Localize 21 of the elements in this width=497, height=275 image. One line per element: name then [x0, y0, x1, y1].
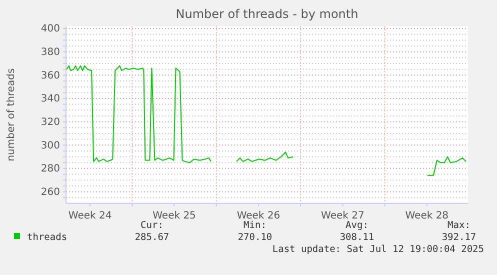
y-tick-label: 360	[40, 70, 60, 82]
x-tick-label: Week 28	[405, 210, 449, 222]
text: Last update: Sat Jul 12 19:00:04 2025	[272, 244, 484, 255]
legend-label: threads	[27, 232, 68, 243]
x-tick-label: Week 27	[321, 210, 364, 222]
x-tick-label: Week 25	[152, 210, 196, 222]
y-tick-label: 300	[40, 140, 60, 152]
y-tick-label: 280	[40, 164, 60, 175]
y-tick-label: 380	[40, 47, 60, 58]
text: Min: 270.10	[238, 220, 272, 243]
y-axis-title: number of threads	[6, 68, 17, 162]
text: Cur: 285.67	[134, 220, 170, 243]
x-tick-label: Week 26	[236, 210, 280, 222]
text: Max: 392.17	[442, 220, 476, 243]
chart-title: Number of threads - by month	[176, 7, 358, 21]
text: Avg: 308.11	[340, 220, 374, 243]
y-tick-label: 260	[40, 186, 60, 198]
y-tick-label: 340	[40, 94, 60, 105]
x-tick-label: Week 24	[68, 210, 112, 222]
y-tick-label: 400	[40, 24, 60, 35]
y-tick-label: 320	[40, 116, 60, 128]
